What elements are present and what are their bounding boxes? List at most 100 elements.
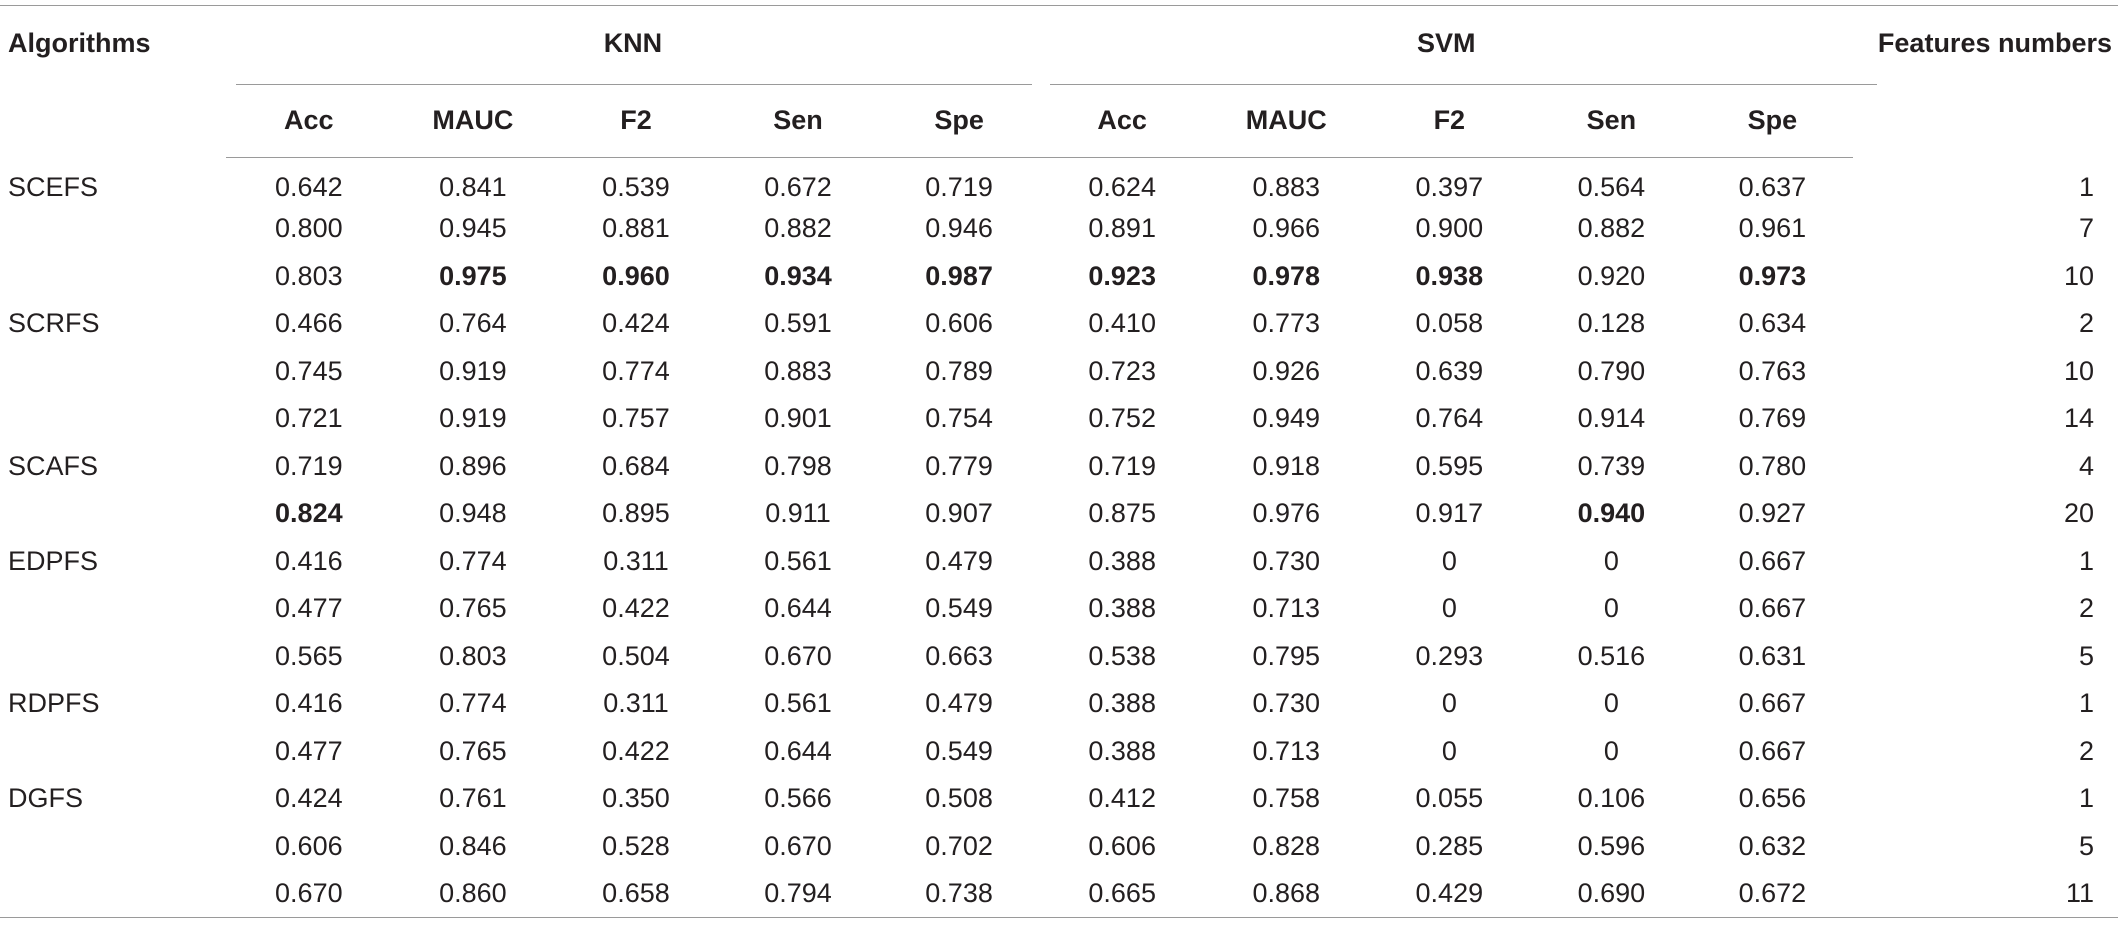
svm-mauc-cell: 0.730	[1252, 545, 1321, 576]
svm-sen-cell: 0.790	[1577, 355, 1646, 386]
knn-spe-cell: 0.479	[925, 545, 993, 576]
svm-f2-cell: 0.397	[1415, 172, 1484, 202]
svm-group-label: SVM	[1417, 28, 1476, 58]
svm-f2-header: F2	[1367, 83, 1531, 158]
algorithm-cell: SCRFS	[8, 308, 100, 339]
svm-sen-cell: 0.882	[1577, 213, 1646, 244]
knn-f2-cell: 0.311	[603, 688, 669, 719]
svm-acc-cell: 0.606	[1088, 830, 1156, 861]
algorithm-cell	[0, 585, 226, 633]
knn-acc-cell: 0.642	[275, 172, 343, 202]
svm-spe-cell: 0.637	[1738, 172, 1807, 202]
knn-f2-cell: 0.422	[602, 735, 670, 766]
knn-spe-cell: 0.508	[925, 783, 993, 814]
table-body: SCEFS 0.642 0.841 0.539 0.672 0.719 0.624 0.883…	[0, 158, 2118, 918]
svm-mauc-cell: 0.883	[1252, 172, 1321, 202]
knn-acc-cell: 0.721	[275, 403, 343, 434]
algorithm-cell	[0, 728, 226, 776]
svm-mauc-cell: 0.713	[1252, 735, 1321, 766]
svm-sen-cell: 0.106	[1577, 783, 1646, 814]
knn-acc-cell: 0.424	[275, 783, 343, 814]
knn-acc-cell: 0.800	[275, 213, 343, 244]
knn-f2-cell: 0.684	[602, 450, 670, 481]
knn-spe-cell: 0.719	[925, 172, 993, 202]
knn-f2-cell: 0.881	[602, 213, 670, 244]
features-number-cell: 11	[1852, 870, 2118, 918]
features-number-cell: 5	[2078, 640, 2094, 671]
table-row: EDPFS 0.416 0.774 0.311 0.561 0.479 0.388 0.730…	[0, 538, 2118, 586]
algorithm-cell	[0, 490, 226, 538]
table-row: 0.477 0.765 0.422 0.644 0.549 0.388 0.713 0 0 0.6…	[0, 585, 2118, 633]
knn-acc-cell: 0.745	[275, 355, 343, 386]
features-number-cell: 10	[2063, 355, 2094, 386]
svm-f2-cell: 0.764	[1415, 403, 1484, 434]
svm-sen-cell: 0.564	[1577, 172, 1646, 202]
knn-sen-cell: 0.561	[764, 688, 832, 719]
svm-spe-cell: 0.672	[1691, 870, 1853, 918]
knn-acc-cell: 0.565	[275, 640, 343, 671]
svm-sen-cell: 0.690	[1530, 870, 1692, 918]
knn-acc-cell: 0.719	[275, 450, 343, 481]
svm-spe-cell: 0.769	[1738, 403, 1807, 434]
knn-sen-cell: 0.934	[764, 260, 832, 291]
knn-f2-cell: 0.528	[602, 830, 670, 861]
algorithm-cell	[0, 205, 226, 253]
svm-acc-cell: 0.624	[1088, 172, 1156, 202]
svm-acc-cell: 0.412	[1088, 783, 1156, 814]
knn-acc-cell: 0.477	[275, 735, 343, 766]
knn-sen-cell: 0.883	[764, 355, 832, 386]
svm-mauc-cell: 0.758	[1252, 783, 1321, 814]
knn-f2-cell: 0.774	[602, 355, 670, 386]
svm-spe-cell: 0.634	[1738, 308, 1807, 339]
table-row: SCEFS 0.642 0.841 0.539 0.672 0.719 0.624 0.883…	[0, 158, 2118, 206]
features-number-cell: 14	[2063, 403, 2094, 434]
header-row-groups: Algorithms KNN SVM Features numbers	[0, 5, 2118, 158]
table-row: SCAFS 0.719 0.896 0.684 0.798 0.779 0.719 0.918…	[0, 443, 2118, 491]
knn-spe-cell: 0.606	[925, 308, 993, 339]
table-row: SCRFS 0.466 0.764 0.424 0.591 0.606 0.410 0.773…	[0, 300, 2118, 348]
svm-sen-header: Sen	[1530, 83, 1692, 158]
knn-sen-cell: 0.566	[764, 783, 832, 814]
svm-mauc-cell: 0.966	[1252, 213, 1321, 244]
features-number-cell: 20	[2063, 498, 2094, 529]
svm-acc-cell: 0.719	[1088, 450, 1156, 481]
table-row: 0.606 0.846 0.528 0.670 0.702 0.606 0.828 0.285…	[0, 823, 2118, 871]
svm-acc-cell: 0.388	[1088, 545, 1156, 576]
svm-spe-header: Spe	[1691, 83, 1853, 158]
table-row: 0.824 0.948 0.895 0.911 0.907 0.875 0.976 0.917…	[0, 490, 2118, 538]
knn-acc-cell: 0.477	[275, 593, 343, 624]
knn-mauc-cell: 0.803	[439, 640, 507, 671]
svm-acc-cell: 0.875	[1088, 498, 1156, 529]
knn-mauc-cell: 0.765	[439, 593, 507, 624]
algorithm-cell: SCAFS	[8, 450, 99, 481]
knn-sen-cell: 0.672	[764, 172, 832, 202]
features-number-cell: 1	[2078, 171, 2094, 202]
features-number-cell: 1	[2078, 545, 2094, 576]
knn-acc-cell: 0.606	[275, 830, 343, 861]
knn-sen-cell: 0.798	[764, 450, 832, 481]
svm-spe-cell: 0.667	[1738, 593, 1807, 624]
svm-f2-cell: 0.938	[1415, 260, 1484, 291]
knn-sen-cell: 0.591	[764, 308, 832, 339]
knn-group-label: KNN	[603, 28, 663, 58]
features-number-cell: 2	[2078, 735, 2094, 766]
svm-f2-cell: 0.285	[1415, 830, 1484, 861]
svm-acc-cell: 0.723	[1088, 355, 1156, 386]
svm-sen-cell: 0	[1603, 545, 1619, 576]
knn-spe-cell: 0.702	[925, 830, 993, 861]
svm-acc-cell: 0.388	[1088, 688, 1156, 719]
features-number-cell: 2	[2078, 593, 2094, 624]
svm-mauc-cell: 0.976	[1252, 498, 1321, 529]
knn-mauc-cell: 0.761	[439, 783, 507, 814]
svm-sen-cell: 0.940	[1577, 498, 1646, 529]
knn-spe-cell: 0.754	[925, 403, 993, 434]
knn-spe-cell: 0.663	[925, 640, 993, 671]
svm-mauc-cell: 0.795	[1252, 640, 1321, 671]
knn-spe-cell: 0.987	[925, 260, 993, 291]
knn-acc-cell: 0.803	[275, 260, 343, 291]
svm-sen-cell: 0.914	[1577, 403, 1646, 434]
knn-sen-cell: 0.561	[764, 545, 832, 576]
knn-mauc-cell: 0.919	[439, 355, 507, 386]
svm-acc-cell: 0.665	[1039, 870, 1205, 918]
svm-group-header: SVM	[1039, 5, 1877, 85]
